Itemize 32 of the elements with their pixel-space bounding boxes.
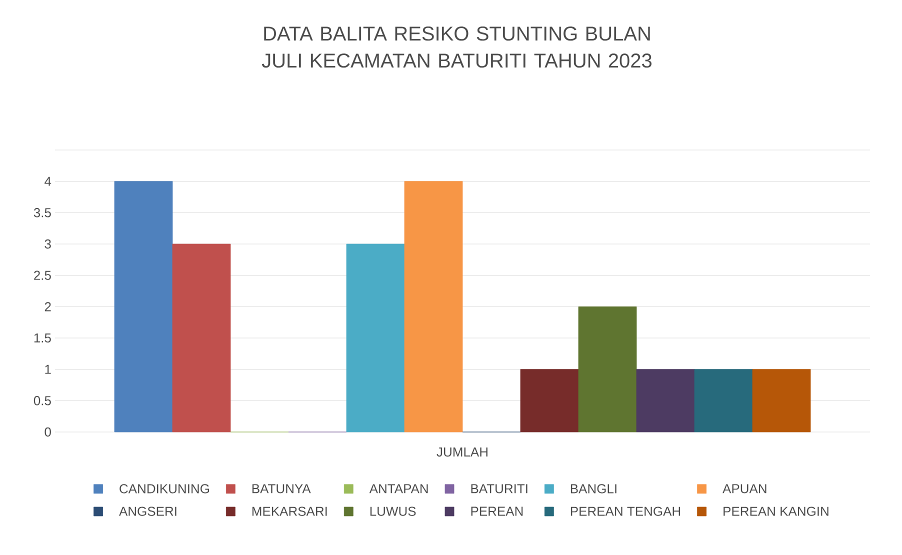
legend-label: CANDIKUNING: [120, 484, 209, 494]
y-tick-label: 3.5: [34, 208, 51, 218]
legend-label: BANGLI: [570, 484, 616, 494]
y-tick-label: 1.5: [34, 333, 51, 343]
legend-label: BATUNYA: [252, 484, 311, 494]
bar: [520, 369, 579, 432]
legend-label: PEREAN: [471, 506, 523, 516]
y-tick-label: 4: [44, 176, 52, 186]
legend-label: BATURITI: [471, 484, 528, 494]
bar: [114, 181, 173, 432]
x-tick-label: JUMLAH: [436, 448, 488, 457]
bar: [636, 369, 695, 432]
legend-label: ANTAPAN: [369, 484, 428, 494]
bar: [578, 306, 637, 432]
legend-label: ANGSERI: [119, 506, 176, 516]
y-tick-label: 0: [44, 427, 51, 437]
y-tick-label: 2.5: [34, 270, 51, 280]
legend-label: MEKARSARI: [252, 506, 327, 516]
chart-title: DATA BALITA RESIKO STUNTING BULAN JULI KECAMATAN BATURITI TAHUN 2023: [262, 26, 652, 68]
bar: [404, 181, 463, 432]
y-tick-label: 3: [44, 239, 51, 249]
legend-label: PEREAN TENGAH: [570, 506, 680, 516]
y-tick-label: 2: [44, 302, 51, 312]
y-tick-label: 0.5: [34, 396, 51, 406]
legend-label: APUAN: [722, 484, 766, 494]
legend-label: LUWUS: [370, 506, 416, 516]
y-tick-label: 1: [45, 364, 51, 374]
bar: [694, 369, 753, 432]
legend-label: PEREAN KANGIN: [724, 506, 828, 516]
bar: [752, 369, 811, 432]
bar: [172, 244, 231, 432]
bar: [346, 244, 405, 432]
